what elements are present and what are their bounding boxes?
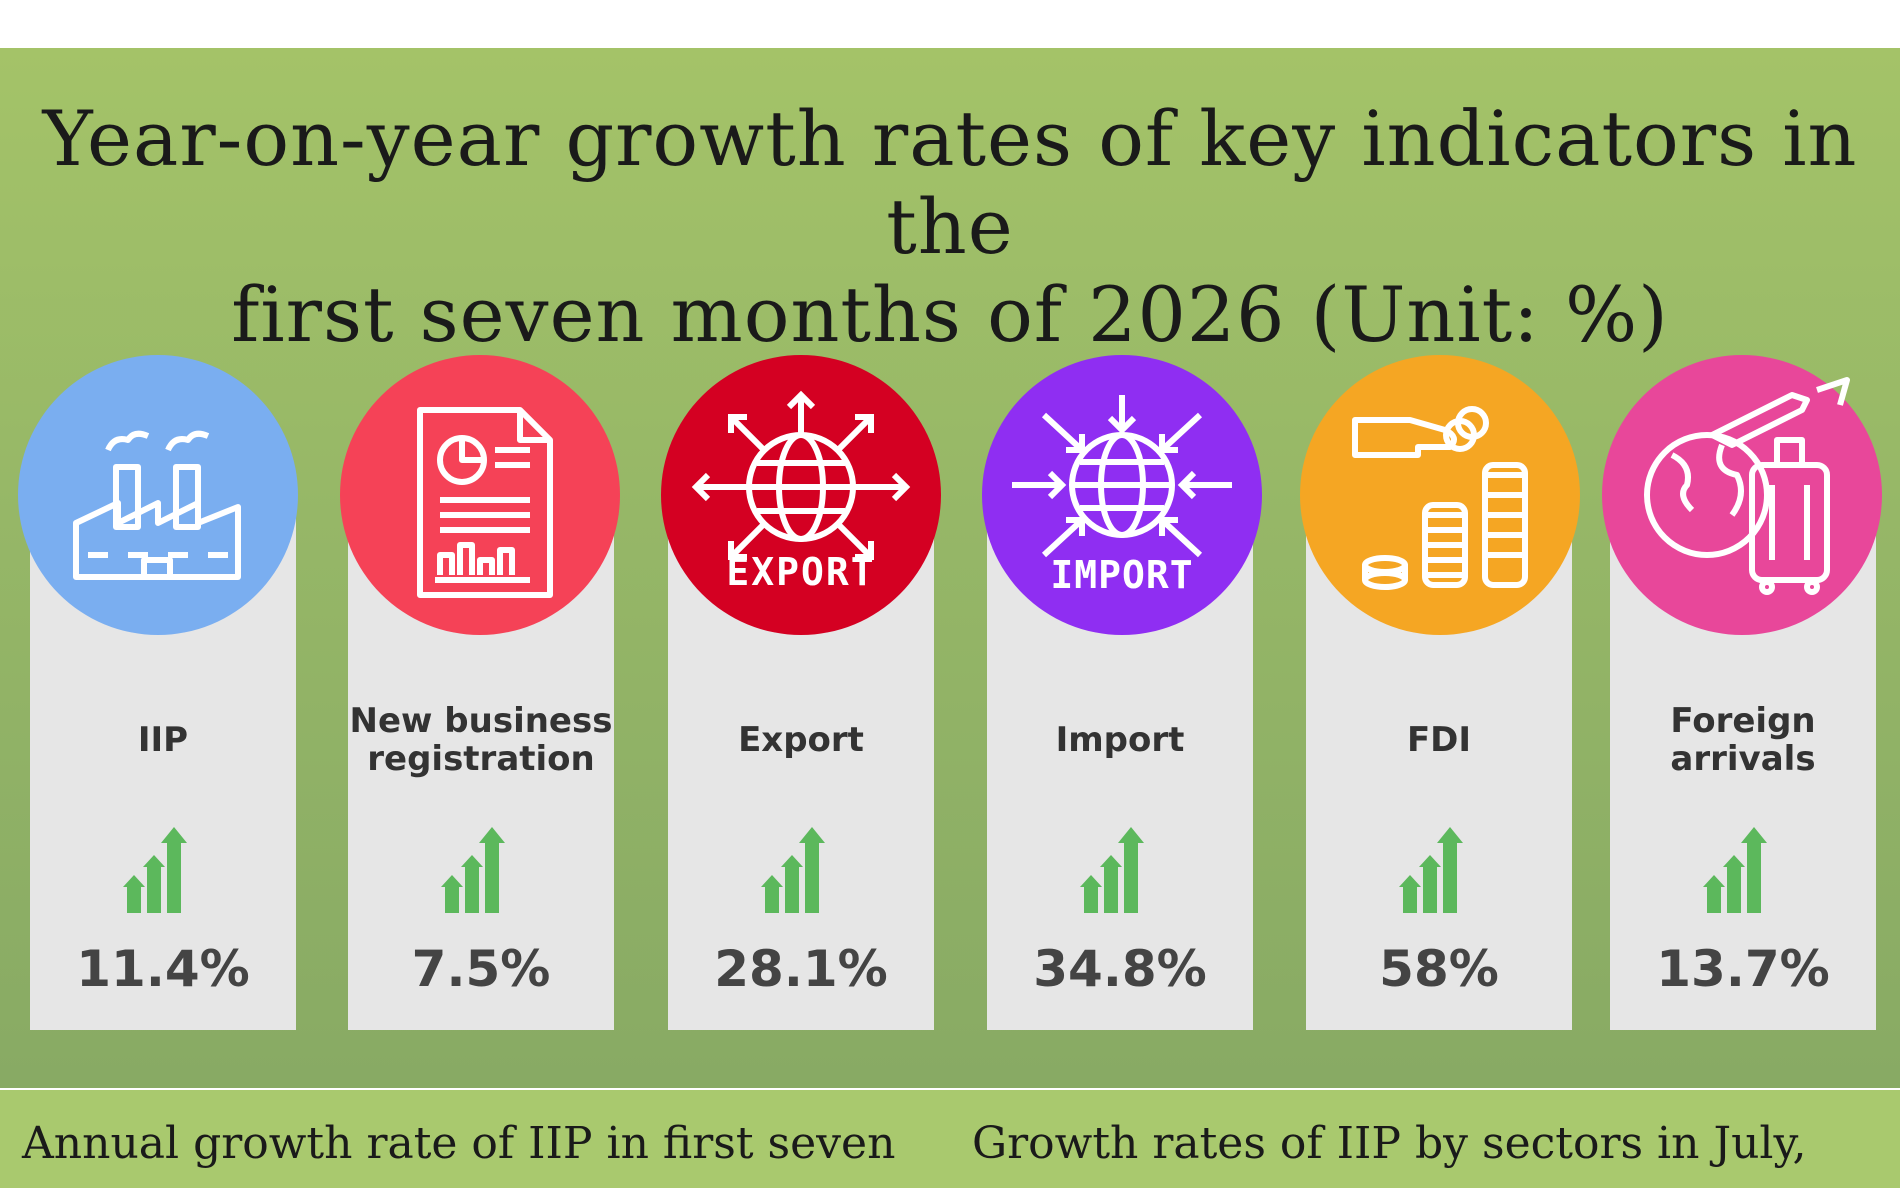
indicator-value-iip: 11.4%: [76, 940, 250, 998]
factory-icon: [18, 355, 298, 635]
indicator-value-export: 28.1%: [714, 940, 888, 998]
subtitle-left: Annual growth rate of IIP in first seven: [22, 1118, 896, 1169]
title-line-2: first seven months of 2026 (Unit: %): [231, 270, 1669, 359]
green-background-band: [0, 48, 1900, 1088]
indicator-label-import: Import: [1055, 720, 1185, 760]
indicator-value-new-business: 7.5%: [411, 940, 551, 998]
title-line-1: Year-on-year growth rates of key indicat…: [42, 94, 1858, 271]
growth-arrow-icon: [1306, 815, 1572, 915]
page-title: Year-on-year growth rates of key indicat…: [0, 95, 1900, 359]
report-document-icon: [340, 355, 620, 635]
money-hand-coins-icon: [1300, 355, 1580, 635]
indicator-value-foreign-arrivals: 13.7%: [1656, 940, 1830, 998]
subtitle-right: Growth rates of IIP by sectors in July,: [972, 1118, 1807, 1169]
import-globe-icon: IMPORT: [982, 355, 1262, 635]
export-badge: EXPORT: [726, 550, 876, 594]
bottom-section: [0, 1090, 1900, 1188]
indicator-label-fdi: FDI: [1406, 720, 1472, 760]
indicator-label-foreign-arrivals: Foreign arrivals: [1670, 701, 1816, 779]
indicator-label-iip: IIP: [137, 720, 189, 760]
export-globe-icon: EXPORT: [661, 355, 941, 635]
indicator-value-fdi: 58%: [1379, 940, 1499, 998]
growth-arrow-icon: [348, 815, 614, 915]
growth-arrow-icon: [1610, 815, 1876, 915]
indicator-label-new-business: New business registration: [349, 701, 613, 779]
import-badge: IMPORT: [1050, 553, 1194, 597]
indicator-value-import: 34.8%: [1033, 940, 1207, 998]
travel-globe-luggage-icon: [1602, 355, 1882, 635]
growth-arrow-icon: [30, 815, 296, 915]
indicator-label-export: Export: [738, 720, 864, 760]
growth-arrow-icon: [987, 815, 1253, 915]
growth-arrow-icon: [668, 815, 934, 915]
